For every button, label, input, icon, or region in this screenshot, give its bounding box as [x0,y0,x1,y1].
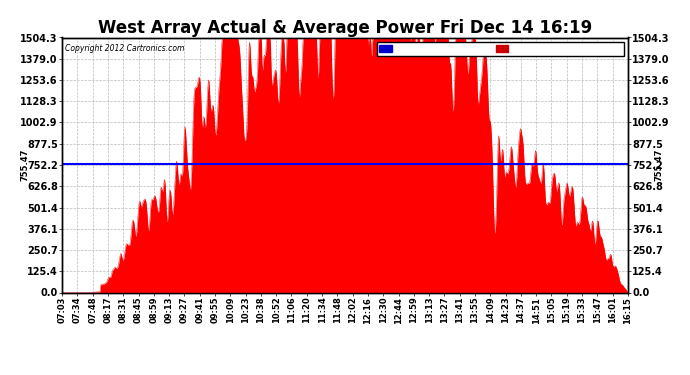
Title: West Array Actual & Average Power Fri Dec 14 16:19: West Array Actual & Average Power Fri De… [98,20,592,38]
Legend: Average  (DC Watts), West Array  (DC Watts): Average (DC Watts), West Array (DC Watts… [377,42,624,56]
Text: Copyright 2012 Cartronics.com: Copyright 2012 Cartronics.com [65,44,184,53]
Text: 755.47: 755.47 [21,148,30,181]
Text: 755.47: 755.47 [655,148,664,181]
